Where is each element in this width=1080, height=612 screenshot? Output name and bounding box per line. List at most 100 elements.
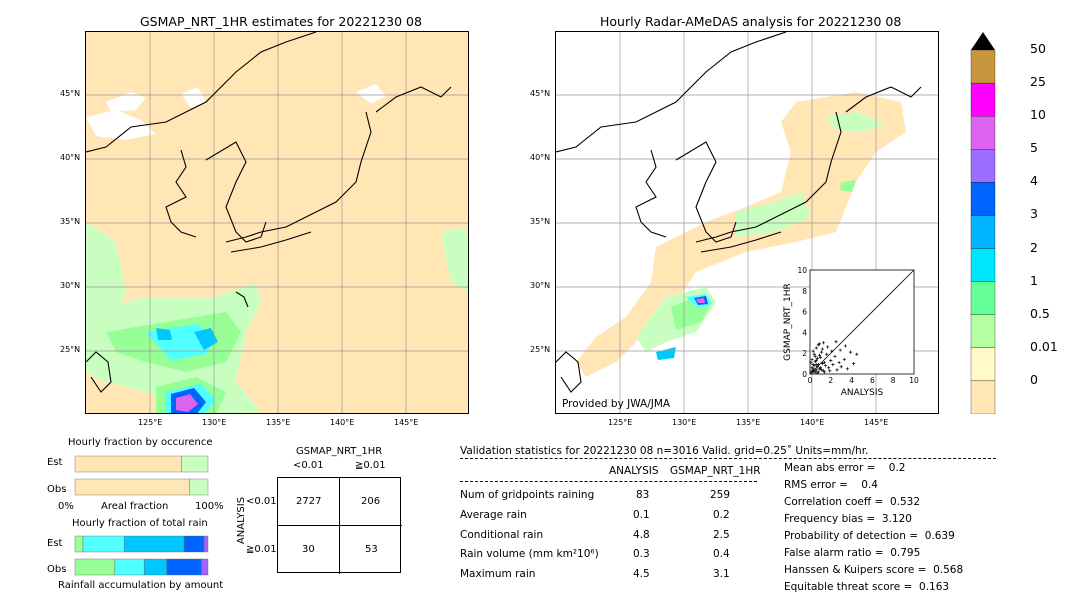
score: Equitable threat score = 0.163 xyxy=(784,581,950,593)
scatter-point xyxy=(833,354,837,358)
est-label: Est xyxy=(47,457,63,468)
scatter-xtick: 10 xyxy=(909,376,919,385)
ct-cell: 30 xyxy=(302,544,315,555)
contingency-table: 2727 206 30 53 xyxy=(277,477,402,574)
lon-tick: 145°E xyxy=(394,418,419,427)
occurrence-bar-segment xyxy=(189,478,209,496)
stat-label: Maximum rain xyxy=(460,568,536,580)
totalrain-bar-segment xyxy=(82,535,125,553)
lon-tick: 140°E xyxy=(800,418,825,427)
rain-area xyxy=(826,112,886,132)
scatter-xtick: 0 xyxy=(808,376,813,385)
left-map-title: GSMAP_NRT_1HR estimates for 20221230 08 xyxy=(140,14,422,29)
stat-analysis: 0.3 xyxy=(633,548,650,560)
validation-dashline xyxy=(460,458,996,459)
colorbar-label: 25 xyxy=(1030,74,1046,90)
lat-tick: 25°N xyxy=(530,345,551,354)
scatter-point xyxy=(810,357,814,362)
col-gsmap: GSMAP_NRT_1HR xyxy=(670,465,761,477)
occurrence-bar-segment xyxy=(74,455,182,473)
ct-cell: 206 xyxy=(361,496,381,507)
colorbar-bin xyxy=(970,82,996,117)
colorbar-label: 2 xyxy=(1030,239,1038,255)
lon-tick: 130°E xyxy=(202,418,227,427)
stat-label: Num of gridpoints raining xyxy=(460,489,595,501)
colorbar-bin xyxy=(970,314,996,348)
stat-analysis: 0.1 xyxy=(633,509,650,521)
scatter-xtick: 2 xyxy=(828,376,833,385)
lat-tick: 40°N xyxy=(530,153,551,162)
lon-tick: 125°E xyxy=(138,418,163,427)
ct-row-0: <0.01 xyxy=(246,496,277,507)
stat-gsmap: 0.4 xyxy=(713,548,730,560)
occurrence-title: Hourly fraction by occurence xyxy=(68,437,213,448)
occurrence-bar-segment xyxy=(74,478,190,496)
coastlines xyxy=(86,32,452,393)
stat-label: Rain volume (mm km²10⁶) xyxy=(460,548,599,560)
scatter-point xyxy=(812,352,816,356)
scatter-point xyxy=(848,350,853,354)
scatter-point xyxy=(834,340,838,344)
scatter-point xyxy=(825,352,829,356)
obs-label-2: Obs xyxy=(47,564,67,575)
rain-area xyxy=(441,227,468,291)
scatter-point xyxy=(811,370,815,374)
scatter-point xyxy=(824,364,828,368)
colorbar-svg xyxy=(970,32,996,415)
score: RMS error = 0.4 xyxy=(784,479,878,491)
scatter-point xyxy=(821,341,826,345)
scatter-inset: 0 2 4 6 8 10 0 2 4 6 8 10 ANALYSIS GSMAP_NRT_1HR xyxy=(778,262,920,402)
colorbar-bin xyxy=(970,347,996,382)
colorbar-label: 0 xyxy=(1030,371,1038,387)
scatter-point xyxy=(837,360,841,365)
scatter-ylabel: GSMAP_NRT_1HR xyxy=(783,283,793,361)
scatter-point xyxy=(845,367,850,371)
ct-col-1: ≧0.01 xyxy=(355,460,386,471)
rain-area xyxy=(656,347,676,360)
colorbar-label: 5 xyxy=(1030,140,1038,156)
score: False alarm ratio = 0.795 xyxy=(784,547,921,559)
lat-tick: 35°N xyxy=(530,217,551,226)
scatter-point xyxy=(820,362,825,366)
ct-cell: 2727 xyxy=(296,496,322,507)
scatter-point xyxy=(817,342,821,346)
scatter-point xyxy=(835,368,839,372)
scatter-point xyxy=(829,358,833,363)
lat-tick: 30°N xyxy=(530,281,551,290)
nodata-patch xyxy=(356,84,386,104)
scatter-point xyxy=(818,355,822,359)
totalrain-bar-segment xyxy=(166,558,202,576)
ct-col-0: <0.01 xyxy=(293,460,324,471)
scatter-xtick: 4 xyxy=(849,376,854,385)
stat-analysis: 83 xyxy=(636,489,650,501)
scatter-point xyxy=(852,362,856,366)
lat-tick: 35°N xyxy=(60,217,81,226)
scatter-xtick: 6 xyxy=(870,376,875,385)
colorbar-arrow xyxy=(971,32,995,50)
scatter-point xyxy=(814,346,818,350)
totalrain-svg xyxy=(74,535,209,576)
scatter-point xyxy=(815,356,819,360)
colorbar-label: 0.5 xyxy=(1030,305,1050,321)
scatter-point xyxy=(830,349,834,353)
scatter-ytick: 0 xyxy=(802,370,807,379)
obs-label: Obs xyxy=(47,484,67,495)
scatter-point xyxy=(814,368,818,372)
totalrain-bar-segment xyxy=(183,535,205,553)
scatter-point xyxy=(811,349,815,353)
totalrain-bar-segment xyxy=(74,535,84,553)
scatter-point xyxy=(810,366,814,370)
occurrence-bar-segment xyxy=(181,455,209,473)
stat-gsmap: 2.5 xyxy=(713,529,730,541)
scatter-point xyxy=(855,352,859,356)
rain-area xyxy=(156,328,172,340)
scatter-point xyxy=(809,360,813,365)
stat-gsmap: 259 xyxy=(710,489,731,501)
scatter-point xyxy=(826,345,830,349)
totalrain-chart xyxy=(74,530,209,580)
col-analysis: ANALYSIS xyxy=(609,465,659,477)
lat-tick: 45°N xyxy=(60,89,81,98)
rain-area xyxy=(696,298,705,303)
occ-tick-0: 0% xyxy=(58,501,74,512)
scatter-point xyxy=(817,353,821,357)
